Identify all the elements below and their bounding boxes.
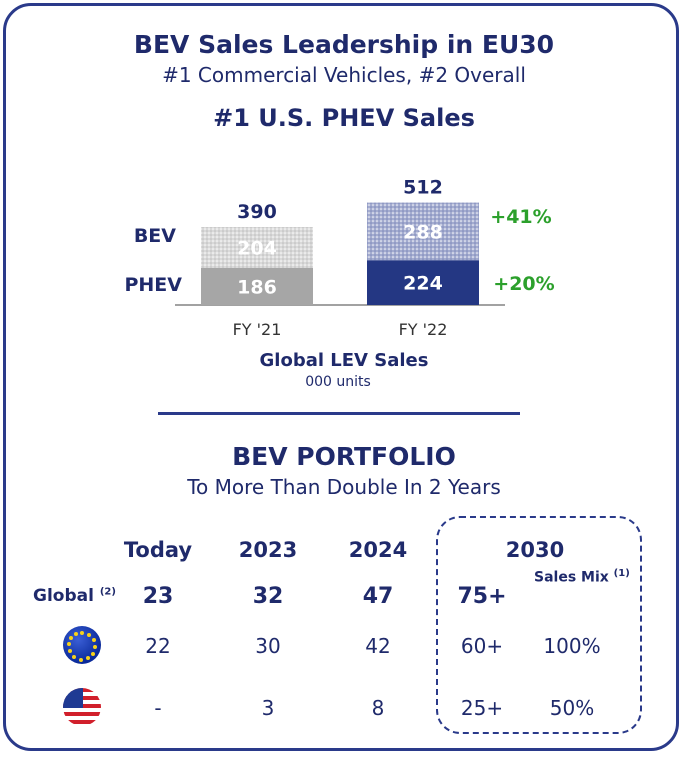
card-frame xyxy=(3,3,679,751)
col-header-2023: 2023 xyxy=(238,538,298,562)
col-header-2024: 2024 xyxy=(348,538,408,562)
legend-phev-label: PHEV xyxy=(124,274,182,296)
page-subtitle: #1 Commercial Vehicles, #2 Overall xyxy=(162,63,526,87)
bar-phev-0 xyxy=(201,267,313,305)
us-sales-mix: 50% xyxy=(549,696,595,720)
highlight-2030-box xyxy=(436,516,642,734)
section-divider xyxy=(158,412,520,415)
label-phev-1: 224 xyxy=(403,273,443,295)
bar-bev-1 xyxy=(367,202,479,261)
us-2030: 25+ xyxy=(460,696,504,720)
row-label-global: Global (2) xyxy=(33,586,116,606)
chart-title: Global LEV Sales xyxy=(260,350,429,371)
eu-2023: 30 xyxy=(255,634,281,658)
col-header-2030: 2030 xyxy=(505,538,565,562)
us-flag-icon xyxy=(63,688,101,726)
label-bev-0: 204 xyxy=(237,237,277,259)
bar-phev-1 xyxy=(367,260,479,305)
page-title: BEV Sales Leadership in EU30 xyxy=(133,30,555,59)
us-today: - xyxy=(154,696,162,720)
eu-flag-icon xyxy=(63,626,101,664)
us-phev-heading: #1 U.S. PHEV Sales xyxy=(213,104,475,132)
global-today: 23 xyxy=(142,584,174,609)
portfolio-subtitle: To More Than Double In 2 Years xyxy=(187,475,501,499)
eu-sales-mix: 100% xyxy=(543,634,601,658)
bar-bev-0 xyxy=(201,227,313,268)
phev-growth-label: +20% xyxy=(493,273,554,295)
col-header-today: Today xyxy=(123,538,193,562)
global-2030: 75+ xyxy=(457,584,507,609)
label-total-1: 512 xyxy=(403,177,443,199)
sales-mix-header: Sales Mix (1) xyxy=(534,568,630,586)
us-2023: 3 xyxy=(261,696,275,720)
bev-growth-label: +41% xyxy=(490,206,551,228)
x-tick-1: FY '22 xyxy=(399,320,448,339)
x-tick-0: FY '21 xyxy=(233,320,282,339)
label-phev-0: 186 xyxy=(237,276,277,298)
us-2024: 8 xyxy=(371,696,385,720)
portfolio-title: BEV PORTFOLIO xyxy=(232,442,456,471)
label-total-0: 390 xyxy=(237,201,277,223)
global-2024: 47 xyxy=(362,584,394,609)
chart-units: 000 units xyxy=(305,374,371,390)
eu-today: 22 xyxy=(145,634,171,658)
label-bev-1: 288 xyxy=(403,221,443,243)
global-2023: 32 xyxy=(252,584,284,609)
legend-bev-label: BEV xyxy=(134,225,176,247)
eu-2030: 60+ xyxy=(460,634,504,658)
eu-2024: 42 xyxy=(365,634,391,658)
